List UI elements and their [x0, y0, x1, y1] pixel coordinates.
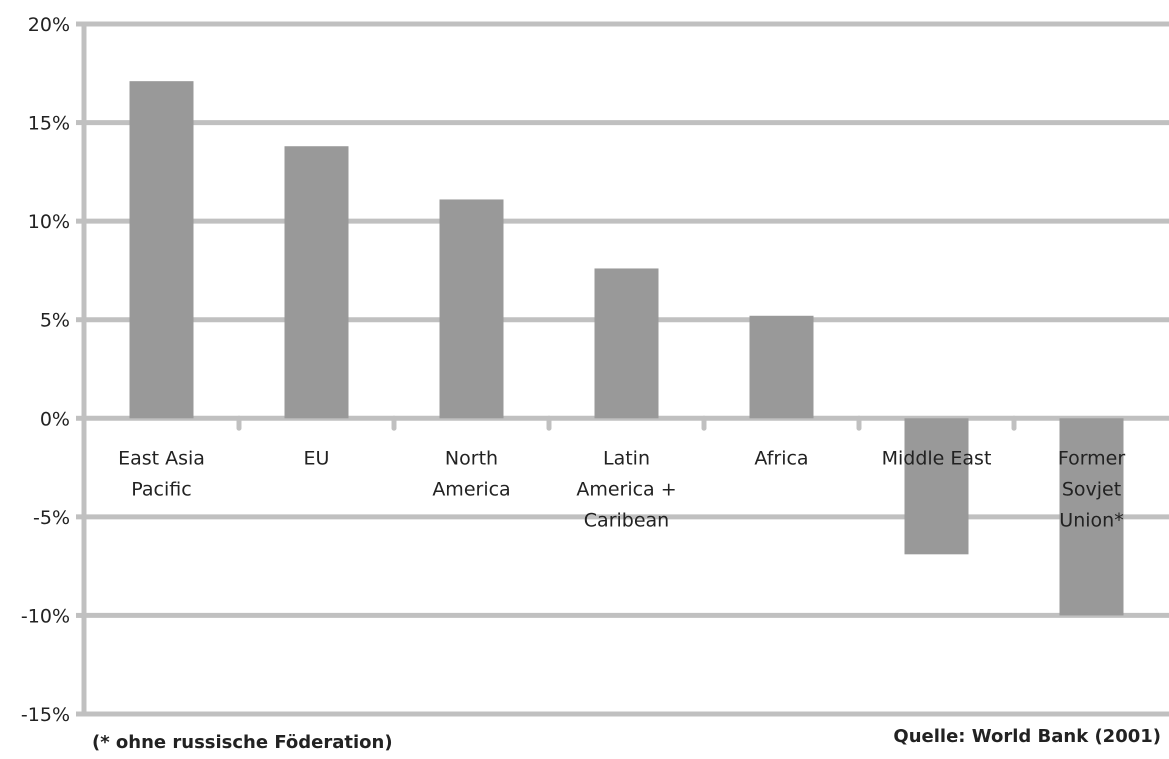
y-tick-label: 20%	[28, 14, 70, 36]
category-label: Middle East	[882, 447, 992, 469]
category-label-line: Caribean	[584, 509, 669, 531]
y-tick-label: 15%	[28, 113, 70, 135]
category-label-line: Africa	[754, 447, 808, 469]
y-tick-label: 0%	[40, 408, 70, 430]
category-label-line: Former	[1058, 447, 1126, 469]
bar	[129, 81, 194, 419]
category-label-line: Middle East	[882, 447, 992, 469]
y-tick-label: 10%	[28, 211, 70, 233]
bar	[749, 315, 814, 419]
source-note: Quelle: World Bank (2001)	[893, 726, 1161, 747]
category-label-line: America +	[576, 478, 676, 500]
category-label: Former Sovjet Union*	[1058, 447, 1126, 531]
category-label: East Asia Pacific	[118, 447, 205, 500]
y-tick-label: -5%	[33, 507, 70, 529]
y-tick-label: 5%	[40, 310, 70, 332]
category-label-line: Latin	[603, 447, 650, 469]
category-label-line: EU	[304, 447, 330, 469]
bar	[594, 268, 659, 419]
y-tick-label: -10%	[21, 605, 70, 627]
footnote: (* ohne russische Föderation)	[92, 732, 393, 753]
category-label-line: Union*	[1059, 509, 1123, 531]
category-label-line: North	[445, 447, 498, 469]
category-label-line: Pacific	[131, 478, 191, 500]
category-label-line: America	[432, 478, 510, 500]
category-label-line: Sovjet	[1062, 478, 1121, 500]
category-labels: East Asia Pacific EU North America Latin Ameri…	[118, 447, 1125, 531]
bar	[904, 418, 969, 555]
category-label-line: East Asia	[118, 447, 205, 469]
category-label: North America	[432, 447, 510, 500]
axes	[76, 21, 1169, 717]
bar	[1059, 418, 1124, 616]
bar	[439, 199, 504, 419]
bars	[129, 81, 1124, 616]
category-label: Africa	[754, 447, 808, 469]
y-tick-labels: 20% 15% 10% 5% 0% -5% -10% -15%	[21, 14, 70, 726]
y-tick-label: -15%	[21, 704, 70, 726]
category-label: Latin America + Caribean	[576, 447, 676, 531]
bar	[284, 146, 349, 419]
category-label: EU	[304, 447, 330, 469]
